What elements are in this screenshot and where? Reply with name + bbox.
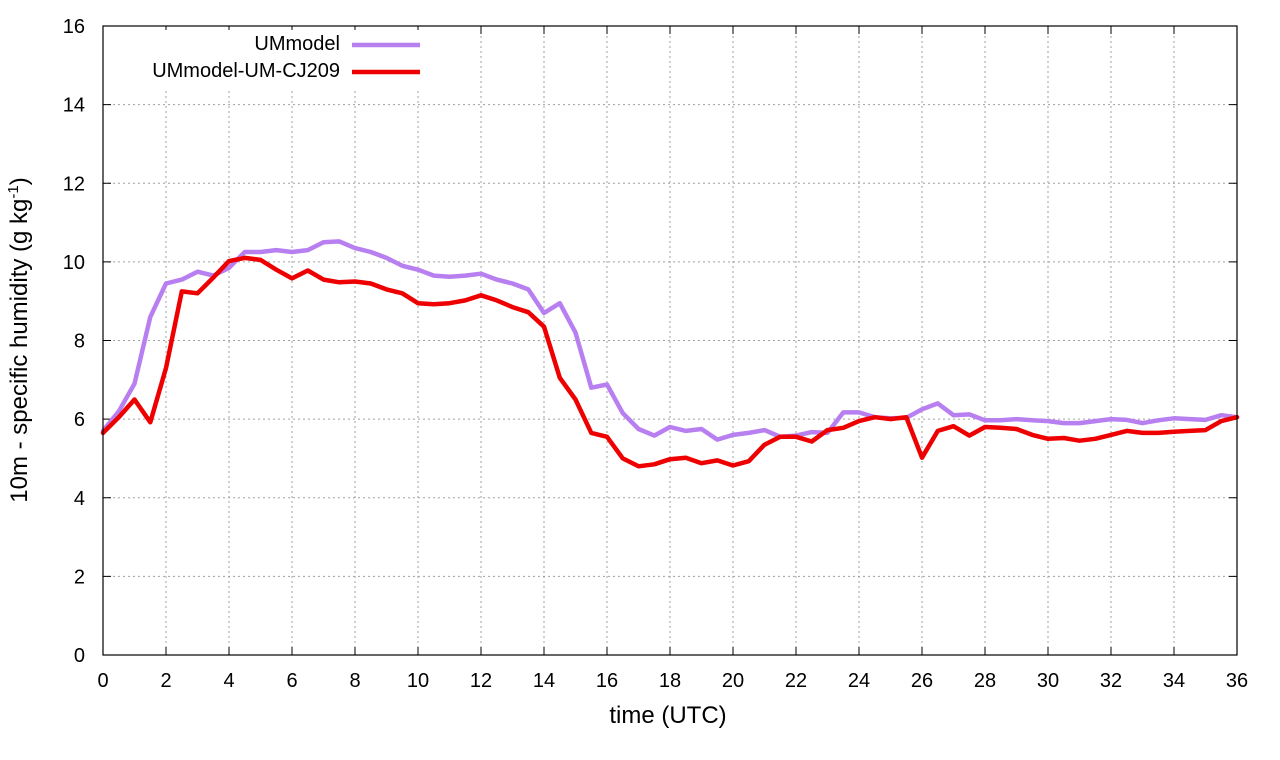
x-tick-label: 30 xyxy=(1037,670,1059,692)
x-tick-label: 34 xyxy=(1163,670,1185,692)
series-line-cj209 xyxy=(100,255,1240,469)
tick-labels: 0 2 4 6 8 10 12 14 16 18 20 22 24 26 28 30 32 34 360246810… xyxy=(63,16,1248,692)
y-tick-label: 0 xyxy=(74,645,85,667)
y-tick-label: 14 xyxy=(63,95,85,117)
legend-label-cj209: UMmodel-UM-CJ209 xyxy=(152,60,340,82)
plot-frame xyxy=(102,25,1238,656)
series xyxy=(100,239,1240,469)
grid xyxy=(103,26,1237,655)
y-axis-title-main: 10m - specific humidity (g kg xyxy=(6,199,33,503)
x-tick-label: 26 xyxy=(911,670,933,692)
x-tick-label: 28 xyxy=(974,670,996,692)
x-tick-label: 2 xyxy=(160,670,171,692)
y-axis-title-end: ) xyxy=(6,177,33,185)
y-tick-label: 2 xyxy=(74,566,85,588)
y-tick-label: 8 xyxy=(74,331,85,353)
y-tick-label: 16 xyxy=(63,16,85,38)
x-tick-label: 20 xyxy=(722,670,744,692)
legend-label-ummodel: UMmodel xyxy=(254,33,340,55)
x-tick-label: 24 xyxy=(848,670,870,692)
x-tick-label: 16 xyxy=(596,670,618,692)
x-tick-label: 22 xyxy=(785,670,807,692)
x-tick-label: 18 xyxy=(659,670,681,692)
y-tick-label: 10 xyxy=(63,252,85,274)
x-tick-label: 8 xyxy=(349,670,360,692)
x-tick-label: 36 xyxy=(1226,670,1248,692)
y-axis-title: 10m - specific humidity (g kg-1) xyxy=(5,177,33,502)
x-tick-label: 10 xyxy=(407,670,429,692)
y-tick-label: 12 xyxy=(63,173,85,195)
y-axis-title-superscript: -1 xyxy=(5,185,22,198)
x-tick-label: 12 xyxy=(470,670,492,692)
legend: UMmodel UMmodel-UM-CJ209 xyxy=(112,30,432,88)
legend-background xyxy=(112,30,432,88)
series-line-ummodel xyxy=(100,239,1240,442)
x-tick-label: 4 xyxy=(223,670,234,692)
y-tick-label: 4 xyxy=(74,488,85,510)
x-tick-label: 32 xyxy=(1100,670,1122,692)
x-axis-title: time (UTC) xyxy=(609,702,726,729)
y-tick-label: 6 xyxy=(74,409,85,431)
x-tick-label: 6 xyxy=(286,670,297,692)
x-tick-label: 14 xyxy=(533,670,555,692)
x-tick-label: 0 xyxy=(97,670,108,692)
